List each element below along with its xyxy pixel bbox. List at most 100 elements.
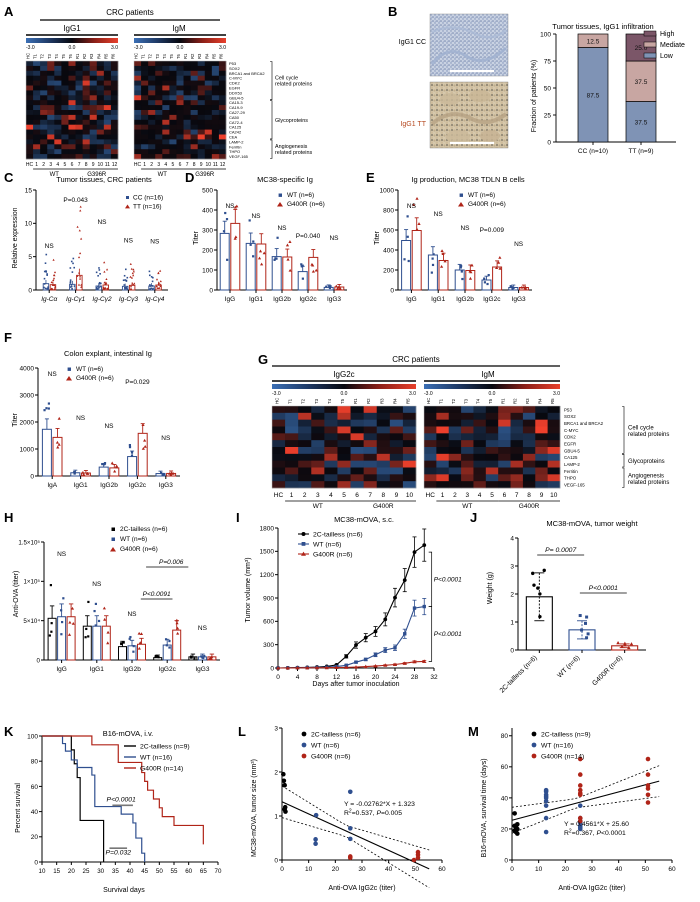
panel-a-row-label: CA27-29 bbox=[229, 110, 246, 115]
panel-k-y-tick: 40 bbox=[31, 809, 39, 816]
panel-a-row-label: LAMP-2 bbox=[229, 139, 244, 144]
pe-plot-bar bbox=[401, 240, 412, 291]
panel-g-row-labels: P53 SOX2 BRCA1 and BRCA2 C-MYC CDK2 EGFRGBU4-… bbox=[564, 407, 604, 487]
panel-c-datapoint bbox=[125, 279, 128, 282]
panel-c-datapoint bbox=[132, 274, 135, 277]
panel-b-img-top-label: IgG1 CC bbox=[399, 39, 426, 46]
panel-h-datapoint bbox=[175, 621, 179, 625]
pl-plot-datapoint bbox=[313, 841, 318, 847]
panel-g-x-tick: 6 bbox=[355, 492, 359, 499]
panel-i-datapoint bbox=[334, 665, 339, 670]
panel-h-legend-label: G400R (n=6) bbox=[120, 546, 158, 553]
pf-plot-datapoint bbox=[73, 472, 76, 475]
pd-plot-datapoint bbox=[300, 263, 303, 266]
panel-g-x-tick: 3 bbox=[316, 492, 320, 499]
pe-plot-datapoint bbox=[430, 271, 433, 274]
pe-plot-datapoint bbox=[461, 277, 464, 281]
panel-i-datapoint bbox=[402, 661, 407, 665]
pl-plot-datapoint bbox=[313, 812, 319, 818]
panel-i-legend-marker bbox=[301, 551, 306, 556]
pm-plot-confidence-band bbox=[511, 765, 660, 808]
panel-a-x-tick: 12 bbox=[220, 162, 226, 168]
panel-l-xlabel: Anti-OVA IgG2c (titer) bbox=[328, 885, 395, 892]
pl-plot-legend-label: G400R (n=6) bbox=[311, 754, 350, 761]
pe-plot-datapoint bbox=[460, 270, 463, 273]
pd-plot-bar bbox=[256, 243, 267, 291]
panel-g-genotype: WT bbox=[313, 503, 323, 510]
panel-c-datapoint bbox=[50, 287, 53, 290]
panel-e-title: Ig production, MC38 TDLN B cells bbox=[411, 175, 524, 184]
pl-plot-datapoint bbox=[281, 771, 286, 777]
panel-c-datapoint bbox=[151, 280, 154, 283]
panel-g-row-label: GBU4-5 bbox=[564, 448, 580, 453]
panel-b-category: CC (n=10) bbox=[578, 148, 608, 155]
panel-k-x-tick: 45 bbox=[141, 868, 148, 875]
pe-plot-datapoint bbox=[487, 273, 490, 277]
panel-a-col-label: T3 bbox=[155, 53, 160, 59]
panel-c-datapoint bbox=[69, 282, 72, 284]
panel-c-datapoint bbox=[104, 282, 107, 285]
pf-plot-datapoint bbox=[103, 463, 106, 466]
panel-i-datapoint bbox=[383, 648, 387, 652]
panel-h-category: IgG2b bbox=[123, 666, 141, 673]
panel-c-datapoint bbox=[76, 225, 79, 228]
panel-j-datapoint bbox=[627, 645, 631, 650]
panel-a-x-tick: 5 bbox=[172, 162, 175, 168]
panel-a-row-label: CA50 bbox=[229, 115, 240, 120]
panel-b-bar-value: 87.5 bbox=[587, 92, 600, 99]
pm-plot-legend-label: WT (n=16) bbox=[541, 743, 573, 750]
pl-plot-y-tick: 3 bbox=[274, 725, 278, 732]
panel-i-datapoint bbox=[354, 660, 358, 664]
panel-f-plot: 0 1000 2000 3000 4000 IgA NS IgG1 NS IgG2b NS IgG2c… bbox=[20, 365, 180, 489]
panel-b-y-tick: 25 bbox=[544, 113, 552, 120]
panel-g-scale-max-right: 3.0 bbox=[553, 391, 560, 397]
pe-plot-datapoint bbox=[440, 264, 444, 268]
panel-a-row-label: CA125 bbox=[229, 125, 242, 130]
panel-g-x-tick: 5 bbox=[490, 492, 494, 499]
pm-plot-datapoint bbox=[645, 800, 651, 805]
pf-plot-bar bbox=[41, 428, 52, 477]
pl-plot-legend-marker bbox=[301, 742, 307, 748]
pe-plot-datapoint bbox=[512, 286, 515, 289]
pd-plot-category: IgG bbox=[225, 296, 235, 303]
panel-g-x-tick: 4 bbox=[329, 492, 333, 499]
panel-g-x-tick: HC bbox=[426, 492, 436, 499]
panel-a-col-label: T1 bbox=[33, 53, 38, 59]
panel-j-y-tick: 3 bbox=[510, 563, 514, 570]
panel-i-datapoint bbox=[373, 653, 378, 657]
panel-g-row-label: CA125 bbox=[564, 455, 578, 460]
panel-c-datapoint bbox=[53, 285, 57, 288]
panel-a-genotype: G396R bbox=[87, 172, 107, 178]
panel-h-datapoint bbox=[209, 656, 213, 660]
panel-h-pvalue2: P<0.0091 bbox=[143, 591, 171, 598]
panel-j-plot: 0 1 2 3 4 2C-tailless (n=6) WT (n=6) G400R (n=6… bbox=[499, 535, 646, 695]
panel-h-annotation: NS bbox=[57, 551, 67, 558]
pf-plot-datapoint bbox=[45, 407, 48, 410]
pl-plot-datapoint bbox=[347, 789, 353, 795]
panel-c-datapoint bbox=[69, 279, 72, 281]
pd-plot-datapoint bbox=[338, 286, 342, 290]
panel-c-datapoint bbox=[79, 205, 82, 208]
panel-a-x-tick: 2 bbox=[42, 162, 45, 168]
panel-g-x-tick: 7 bbox=[368, 492, 372, 499]
panel-c-datapoint bbox=[149, 284, 151, 286]
panel-j-datapoint bbox=[578, 614, 582, 618]
pd-plot-datapoint bbox=[273, 258, 276, 261]
panel-j-datapoint bbox=[536, 586, 540, 590]
panel-c-datapoint bbox=[123, 274, 126, 277]
panel-c-datapoint bbox=[78, 277, 82, 280]
panel-g-x-tick: 6 bbox=[503, 492, 507, 499]
panel-a-x-tick: 1 bbox=[35, 162, 38, 168]
panel-j-category: WT (n=6) bbox=[556, 654, 581, 679]
panel-i-legend-marker bbox=[301, 542, 306, 546]
panel-h-datapoint bbox=[62, 597, 65, 600]
panel-c-datapoint bbox=[52, 258, 55, 261]
pm-plot-y-tick: 20 bbox=[501, 826, 509, 833]
panel-c-datapoint bbox=[50, 281, 53, 284]
pd-plot-annotation: NS bbox=[277, 225, 287, 232]
panel-i-datapoint bbox=[344, 665, 349, 669]
panel-i-x-tick: 12 bbox=[333, 674, 341, 681]
panel-a-row-label: GBU4-5 bbox=[229, 95, 244, 100]
panel-b-bar-value: 25.0 bbox=[635, 45, 648, 52]
pd-plot-datapoint bbox=[334, 284, 338, 288]
